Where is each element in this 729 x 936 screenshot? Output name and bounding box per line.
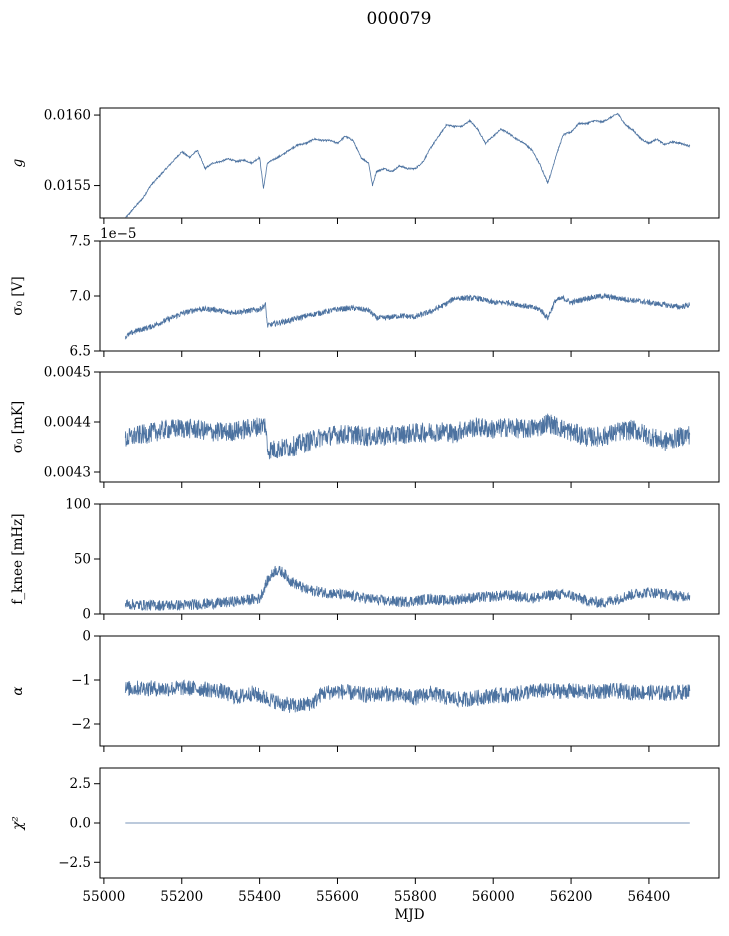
- y-tick-label-0-1: 0.0160: [44, 108, 91, 124]
- y-tick-label-4-1: −1: [71, 673, 91, 689]
- y-tick-label-5-1: 0.0: [70, 816, 91, 832]
- y-tick-label-2-1: 0.0044: [44, 415, 91, 431]
- x-axis: 55000 55200 55400 55600 55800 56000 56200 56400…: [82, 889, 670, 923]
- y-tick-label-0-0: 0.0155: [44, 178, 91, 194]
- x-tick-label-7: 56400: [627, 889, 670, 905]
- x-tick-label-2: 55400: [238, 889, 281, 905]
- y-axis-label-5: χ²: [10, 816, 26, 831]
- y-tick-label-1-1: 7.0: [70, 289, 91, 305]
- y-axis-label-2: σ₀ [mK]: [10, 401, 26, 453]
- figure-title: 000079: [367, 9, 432, 29]
- y-tick-label-1-2: 7.5: [70, 234, 91, 250]
- x-tick-label-3: 55600: [316, 889, 359, 905]
- panel-2: 0.0043 0.0044 0.0045 σ₀ [mK]: [10, 365, 720, 488]
- panel-4: −2 −1 0 α: [10, 629, 720, 752]
- y-tick-label-2-0: 0.0043: [44, 465, 91, 481]
- y-tick-label-3-1: 50: [74, 552, 91, 568]
- series-line-4: [124, 679, 691, 713]
- panel-5: −2.5 0.0 2.5 χ²: [10, 767, 720, 884]
- y-axis-label-0: g: [10, 158, 26, 167]
- y-axis-label-4: α: [10, 686, 26, 695]
- series-line-2: [124, 413, 691, 460]
- axes-frame-1: [99, 240, 720, 352]
- x-axis-label: MJD: [394, 907, 424, 923]
- y-tick-label-3-0: 0: [82, 607, 91, 623]
- x-tick-label-0: 55000: [82, 889, 125, 905]
- panel-0: 0.0155 0.0160 g: [10, 107, 720, 224]
- series-line-3: [124, 565, 691, 612]
- x-tick-label-1: 55200: [160, 889, 203, 905]
- y-tick-label-2-2: 0.0045: [44, 365, 91, 381]
- offset-text-1: 1e−5: [100, 226, 136, 242]
- y-tick-label-3-2: 100: [65, 497, 91, 513]
- series-line-1: [124, 292, 691, 340]
- y-axis-label-3: f_knee [mHz]: [10, 513, 26, 604]
- axes-frame-3: [99, 503, 720, 615]
- axes-frame-4: [99, 635, 720, 747]
- y-axis-label-1: σ₀ [V]: [10, 276, 26, 315]
- x-tick-label-5: 56000: [472, 889, 515, 905]
- panel-3: 0 50 100 f_knee [mHz]: [10, 497, 720, 623]
- y-tick-label-1-0: 6.5: [70, 344, 91, 360]
- y-tick-label-4-2: 0: [82, 629, 91, 645]
- panel-1: 6.5 7.0 7.5 σ₀ [V] 1e−5: [10, 226, 720, 360]
- series-line-0: [125, 112, 691, 218]
- x-tick-label-6: 56200: [550, 889, 593, 905]
- y-tick-label-4-0: −2: [71, 717, 91, 733]
- axes-frame-2: [99, 371, 720, 483]
- axes-frame-0: [99, 107, 720, 219]
- y-tick-label-5-2: 2.5: [70, 776, 91, 792]
- x-tick-label-4: 55800: [394, 889, 437, 905]
- y-tick-label-5-0: −2.5: [58, 855, 91, 871]
